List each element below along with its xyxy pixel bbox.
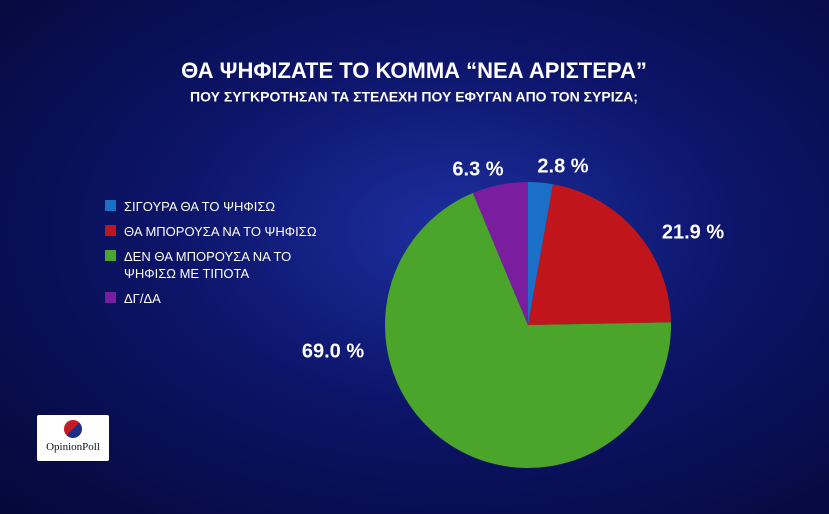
legend-label: ΔΓ/ΔΑ xyxy=(124,291,161,306)
legend-label: ΘΑ ΜΠΟΡΟΥΣΑ ΝΑ ΤΟ ΨΗΦΙΣΩ xyxy=(124,224,317,239)
legend: ΣΙΓΟΥΡΑ ΘΑ ΤΟ ΨΗΦΙΣΩ ΘΑ ΜΠΟΡΟΥΣΑ ΝΑ ΤΟ ΨΗ… xyxy=(105,198,345,315)
legend-swatch xyxy=(105,250,116,261)
data-label: 69.0 % xyxy=(302,340,364,362)
legend-label: ΣΙΓΟΥΡΑ ΘΑ ΤΟ ΨΗΦΙΣΩ xyxy=(124,199,276,214)
data-label: 6.3 % xyxy=(452,158,503,180)
legend-item: ΔΓ/ΔΑ xyxy=(105,290,345,307)
logo: OpinionPoll xyxy=(37,415,109,461)
legend-item: ΔΕΝ ΘΑ ΜΠΟΡΟΥΣΑ ΝΑ ΤΟ ΨΗΦΙΣΩ ΜΕ ΤΙΠΟΤΑ xyxy=(105,248,345,282)
pie-slice xyxy=(528,184,671,325)
legend-item: ΣΙΓΟΥΡΑ ΘΑ ΤΟ ΨΗΦΙΣΩ xyxy=(105,198,345,215)
legend-swatch xyxy=(105,292,116,303)
legend-swatch xyxy=(105,225,116,236)
pie-slice xyxy=(472,182,528,325)
pie-slice xyxy=(528,182,554,325)
data-label: 2.8 % xyxy=(537,155,588,177)
legend-swatch xyxy=(105,200,116,211)
logo-icon xyxy=(64,420,82,438)
logo-text: OpinionPoll xyxy=(46,441,100,453)
chart-subtitle: ΠΟΥ ΣΥΓΚΡΟΤΗΣΑΝ ΤΑ ΣΤΕΛΕΧΗ ΠΟΥ ΕΦΥΓΑΝ ΑΠ… xyxy=(190,89,638,105)
legend-label: ΔΕΝ ΘΑ ΜΠΟΡΟΥΣΑ ΝΑ ΤΟ ΨΗΦΙΣΩ ΜΕ ΤΙΠΟΤΑ xyxy=(124,249,292,281)
pie-slice xyxy=(385,193,671,468)
legend-item: ΘΑ ΜΠΟΡΟΥΣΑ ΝΑ ΤΟ ΨΗΦΙΣΩ xyxy=(105,223,345,240)
chart-title: ΘΑ ΨΗΦΙΖΑΤΕ ΤΟ ΚΟΜΜΑ “ΝΕΑ ΑΡΙΣΤΕΡΑ” xyxy=(181,58,647,83)
data-label: 21.9 % xyxy=(662,221,724,243)
